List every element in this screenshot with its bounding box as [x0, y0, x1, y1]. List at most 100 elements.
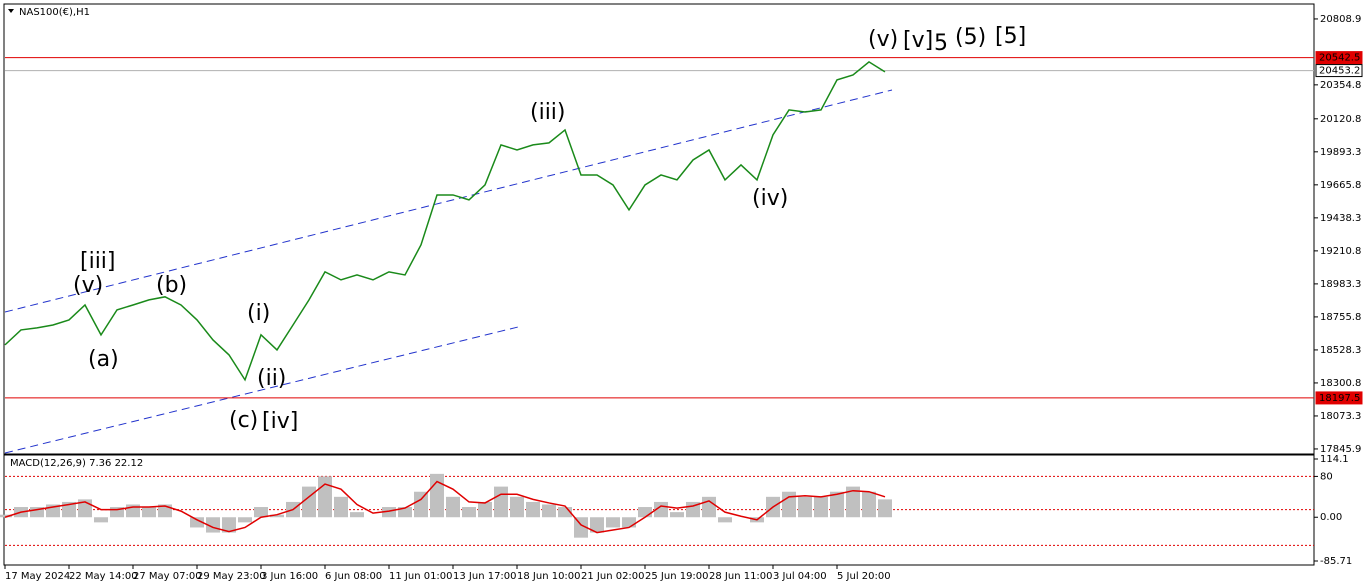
histogram-bar — [190, 517, 204, 528]
wave-label: (a) — [88, 347, 119, 372]
x-tick-label: 21 Jun 02:00 — [581, 571, 645, 582]
x-tick-label: 3 Jun 16:00 — [261, 571, 318, 582]
x-tick-label: 17 May 2024 — [5, 571, 70, 582]
series-line — [4, 480, 886, 534]
y-tick-label: 18755.8 — [1320, 312, 1361, 323]
chart-title: NAS100(€),H1 — [19, 7, 90, 18]
histogram-bar — [382, 507, 396, 518]
level-box — [1315, 51, 1363, 65]
y-tick-label: 19665.8 — [1320, 180, 1361, 191]
histogram-bar — [510, 496, 524, 518]
histogram-bar — [590, 517, 604, 533]
histogram-bar — [494, 486, 508, 518]
wave-label: (i) — [247, 301, 270, 326]
histogram-bar — [798, 496, 812, 518]
wave-label: (ii) — [257, 366, 286, 391]
x-tick-label: 22 May 14:00 — [69, 571, 138, 582]
histogram-bar — [814, 496, 828, 518]
x-tick-label: 25 Jun 19:00 — [645, 571, 709, 582]
histogram-bar — [142, 507, 156, 518]
histogram-bar — [558, 507, 572, 518]
y-tick-label: 17845.9 — [1320, 444, 1361, 455]
x-tick-label: 28 Jun 11:00 — [709, 571, 773, 582]
level-label: 20542.5 — [1319, 53, 1360, 64]
histogram-bar — [414, 491, 428, 518]
wave-label: (5) — [955, 25, 986, 50]
histogram-bar — [862, 491, 876, 518]
y-tick-label: 0.00 — [1320, 512, 1342, 523]
histogram-bar — [110, 507, 124, 518]
histogram-bar — [622, 517, 636, 528]
histogram-bar — [430, 473, 444, 518]
y-tick-label: 18983.3 — [1320, 279, 1361, 290]
histogram-bar — [670, 512, 684, 518]
price-pane — [3, 3, 1315, 455]
y-tick-label: 19893.3 — [1320, 147, 1361, 158]
histogram-bar — [526, 501, 540, 518]
wave-label: (c) — [229, 408, 258, 433]
y-tick-label: 20354.8 — [1320, 80, 1361, 91]
channel-line — [4, 326, 519, 454]
x-tick-label: 3 Jul 04:00 — [773, 571, 827, 582]
wave-label: (v) — [868, 27, 898, 52]
menu-arrow — [8, 9, 14, 13]
histogram-bar — [878, 499, 892, 518]
histogram-bar — [446, 496, 460, 518]
histogram-bar — [606, 517, 620, 528]
wave-label: (v) — [73, 273, 103, 298]
histogram-bar — [830, 491, 844, 518]
y-tick-label: -85.71 — [1320, 556, 1352, 567]
histogram-bar — [462, 507, 476, 518]
histogram-bar — [574, 517, 588, 538]
histogram-bar — [0, 514, 12, 518]
histogram-bar — [782, 491, 796, 518]
histogram-bar — [846, 486, 860, 518]
histogram-bar — [718, 517, 732, 523]
wave-label: 5 — [934, 31, 948, 56]
y-tick-label: 19210.8 — [1320, 246, 1361, 257]
wave-label: (b) — [156, 273, 187, 298]
histogram-bar — [254, 507, 268, 518]
histogram-bar — [350, 512, 364, 518]
histogram-bar — [94, 517, 108, 523]
x-tick-label: 11 Jun 01:00 — [389, 571, 453, 582]
x-tick-label: 18 Jun 10:00 — [517, 571, 581, 582]
y-tick-label: 18073.3 — [1320, 411, 1361, 422]
level-label: 18197.5 — [1319, 393, 1360, 404]
histogram-bar — [30, 507, 44, 518]
y-tick-label: 20120.8 — [1320, 114, 1361, 125]
y-tick-label: 114.1 — [1320, 454, 1349, 465]
histogram-bar — [302, 486, 316, 518]
histogram-bar — [222, 517, 236, 533]
histogram-bar — [238, 517, 252, 523]
level-box — [1315, 391, 1363, 405]
wave-label: [iii] — [80, 249, 116, 274]
wave-label: (iii) — [530, 100, 566, 125]
channel-line — [4, 89, 893, 313]
histogram-bar — [542, 504, 556, 518]
y-tick-label: 18300.8 — [1320, 378, 1361, 389]
wave-label: [5] — [995, 24, 1026, 49]
x-tick-label: 6 Jun 08:00 — [325, 571, 382, 582]
histogram-bar — [318, 476, 332, 518]
histogram-bar — [702, 496, 716, 518]
y-tick-label: 80 — [1320, 471, 1333, 482]
wave-label: [iv] — [262, 409, 298, 434]
histogram-bar — [334, 496, 348, 518]
x-tick-label: 13 Jun 17:00 — [453, 571, 517, 582]
y-tick-label: 18528.3 — [1320, 345, 1361, 356]
y-tick-label: 19438.3 — [1320, 213, 1361, 224]
level-label: 20453.2 — [1319, 66, 1360, 77]
histogram-bar — [638, 507, 652, 518]
x-tick-label: 5 Jul 20:00 — [837, 571, 891, 582]
histogram-bar — [270, 514, 284, 518]
histogram-bar — [478, 501, 492, 518]
x-tick-label: 29 May 23:00 — [197, 571, 266, 582]
wave-label: [v] — [903, 28, 933, 53]
histogram-bar — [398, 507, 412, 518]
level-box — [1315, 64, 1363, 78]
x-tick-label: 27 May 07:00 — [133, 571, 202, 582]
series-line — [4, 60, 886, 382]
macd-title: MACD(12,26,9) 7.36 22.12 — [10, 458, 143, 469]
